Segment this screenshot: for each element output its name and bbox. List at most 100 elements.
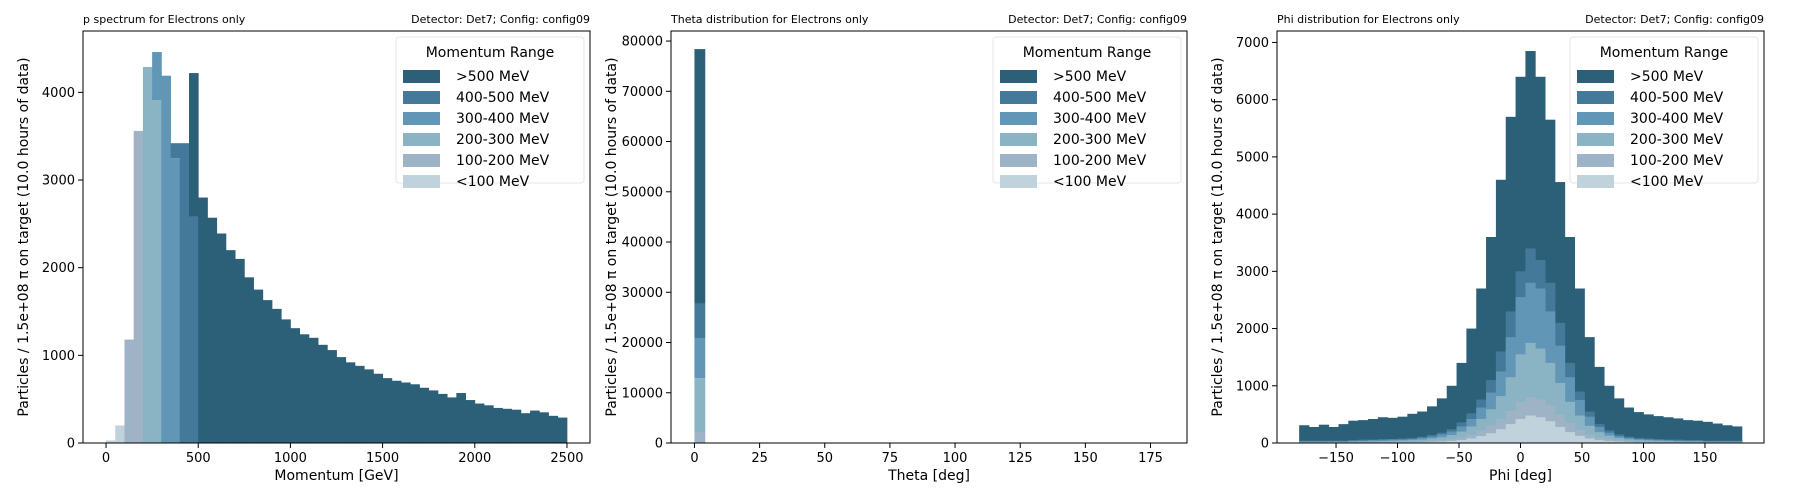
bar-2-0-30 — [1594, 366, 1605, 443]
y-axis-label: Particles / 1.5e+08 π on target (10.0 ho… — [604, 57, 620, 416]
bar-2-0-31 — [1604, 385, 1615, 443]
x-tick-label-6: 150 — [1073, 451, 1098, 466]
bar-0-5-34 — [419, 387, 430, 443]
legend-swatch — [1577, 70, 1614, 83]
x-tick-label-2: 1000 — [274, 451, 307, 466]
bar-0-5-10 — [198, 197, 208, 443]
bar-2-5-15 — [1446, 440, 1457, 443]
bar-0-4-8 — [179, 143, 190, 443]
bar-2-0-39 — [1682, 420, 1694, 443]
legend-swatch — [403, 154, 440, 167]
bar-2-0-41 — [1702, 421, 1713, 443]
x-tick-label-2: −50 — [1445, 451, 1472, 466]
x-tick-label-4: 50 — [1574, 451, 1591, 466]
y-tick-label-4: 4000 — [1236, 208, 1269, 223]
legend-swatch — [1000, 133, 1037, 146]
bar-2-0-33 — [1623, 407, 1635, 443]
bar-2-5-17 — [1466, 438, 1477, 443]
bar-2-3-33 — [1623, 439, 1635, 443]
bar-2-0-36 — [1653, 416, 1664, 443]
legend-title: Momentum Range — [1600, 45, 1729, 61]
plot-frame — [82, 30, 591, 444]
bar-0-5-16 — [253, 289, 264, 443]
legend-entry-3: 200-300 MeV — [456, 132, 550, 148]
x-tick-label-4: 100 — [943, 451, 968, 466]
y-axis-label: Particles / 1.5e+08 π on target (10.0 ho… — [16, 57, 32, 416]
bar-2-5-29 — [1584, 438, 1595, 443]
y-tick-label-3: 3000 — [42, 174, 75, 189]
legend-swatch — [403, 112, 440, 125]
bar-2-0-40 — [1692, 420, 1703, 443]
x-axis-label: Theta [deg] — [887, 468, 970, 484]
legend-entry-0: >500 MeV — [456, 69, 530, 85]
bar-1-2-0 — [694, 378, 706, 433]
bar-2-0-9 — [1387, 417, 1398, 443]
bars — [694, 49, 706, 443]
bar-0-5-18 — [271, 308, 282, 443]
legend-swatch — [1000, 112, 1037, 125]
bar-0-5-27 — [354, 365, 365, 443]
bar-2-0-13 — [1427, 406, 1438, 443]
bar-2-3-28 — [1574, 415, 1585, 443]
legend-entry-0: >500 MeV — [1630, 69, 1704, 85]
y-tick-label-6: 6000 — [1236, 93, 1269, 108]
bar-2-0-32 — [1613, 398, 1625, 443]
bar-2-5-16 — [1456, 440, 1467, 443]
bar-2-0-18 — [1476, 288, 1487, 443]
x-tick-label-7: 175 — [1138, 451, 1163, 466]
legend-title: Momentum Range — [1023, 45, 1152, 61]
x-tick-label-6: 150 — [1693, 451, 1718, 466]
bar-2-0-22 — [1515, 76, 1526, 443]
legend-entry-0: >500 MeV — [1053, 69, 1127, 85]
y-axis-label: Particles / 1.5e+08 π on target (10.0 ho… — [1210, 57, 1226, 416]
legend-entry-2: 300-400 MeV — [1053, 111, 1147, 127]
bar-0-3-7 — [170, 158, 181, 443]
legend-box — [395, 36, 585, 184]
bar-2-3-35 — [1643, 440, 1654, 443]
x-tick-label-1: 500 — [186, 451, 211, 466]
bar-2-5-30 — [1594, 440, 1605, 443]
legend-swatch — [1577, 133, 1614, 146]
bar-2-4-11 — [1407, 441, 1418, 443]
bar-2-0-14 — [1436, 398, 1448, 443]
bars — [106, 52, 568, 443]
bar-2-0-15 — [1446, 385, 1457, 443]
legend-entry-1: 400-500 MeV — [456, 90, 550, 106]
bar-2-3-23 — [1525, 342, 1536, 443]
bar-2-0-43 — [1722, 425, 1733, 443]
bar-0-5-13 — [225, 250, 236, 443]
bar-1-3-0 — [694, 337, 706, 379]
bar-0-5-17 — [262, 300, 273, 443]
bar-0-2-4 — [142, 66, 153, 443]
bar-2-0-29 — [1584, 337, 1595, 443]
legend-box — [992, 36, 1182, 184]
x-tick-label-0: −150 — [1318, 451, 1354, 466]
bar-2-0-12 — [1417, 411, 1428, 443]
legend-entry-5: <100 MeV — [456, 174, 530, 190]
bar-0-5-23 — [318, 344, 328, 443]
y-tick-label-0: 0 — [1261, 437, 1269, 452]
bar-0-5-48 — [548, 415, 559, 443]
bar-2-0-6 — [1358, 420, 1369, 443]
y-tick-label-1: 1000 — [1236, 379, 1269, 394]
x-tick-label-3: 0 — [1516, 451, 1524, 466]
bar-2-5-27 — [1564, 432, 1576, 443]
y-tick-label-2: 2000 — [1236, 322, 1269, 337]
bar-0-5-24 — [327, 350, 337, 443]
bar-2-0-42 — [1712, 423, 1723, 443]
bar-0-5-33 — [410, 384, 420, 443]
bar-2-0-19 — [1486, 237, 1497, 443]
bar-2-0-10 — [1397, 416, 1408, 443]
bar-2-5-32 — [1613, 441, 1625, 443]
legend-swatch — [403, 91, 440, 104]
bar-2-0-21 — [1505, 116, 1516, 443]
chart-subtitle: Detector: Det7; Config: config09 — [1008, 13, 1187, 26]
bar-0-5-14 — [235, 258, 245, 443]
bar-0-5-30 — [382, 378, 393, 443]
chart-subtitle: Detector: Det7; Config: config09 — [411, 13, 590, 26]
legend-swatch — [403, 175, 440, 188]
x-tick-label-1: −100 — [1380, 451, 1416, 466]
legend-swatch — [1000, 91, 1037, 104]
bar-2-0-1 — [1308, 426, 1320, 443]
bar-2-3-22 — [1515, 354, 1526, 443]
